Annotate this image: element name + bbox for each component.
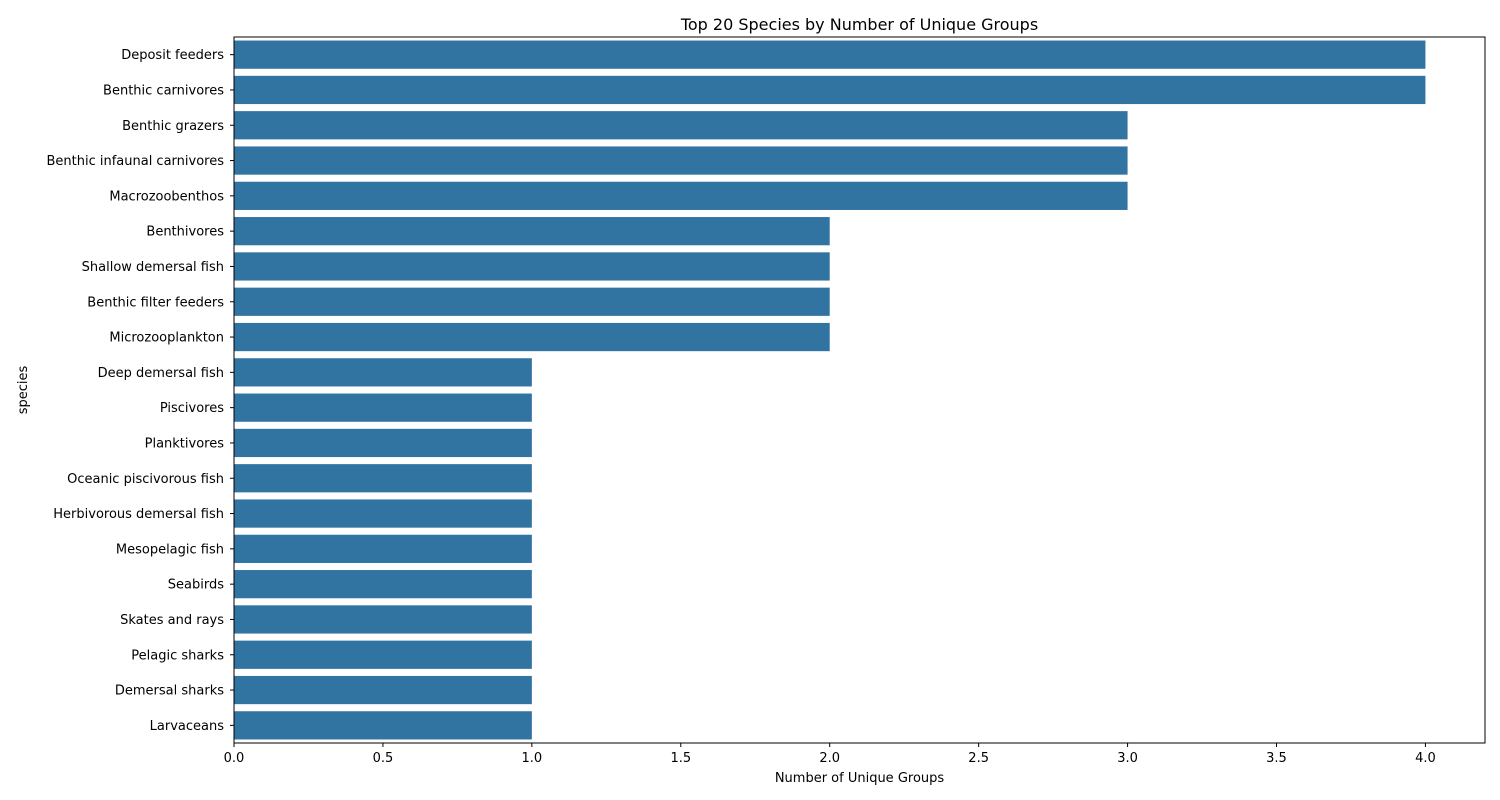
y-tick-label: Pelagic sharks [131, 648, 224, 663]
x-tick-label: 1.0 [522, 751, 543, 766]
bar [234, 287, 830, 316]
y-tick-label: Herbivorous demersal fish [53, 507, 224, 522]
y-tick-label: Deep demersal fish [98, 366, 224, 381]
x-tick-label: 0.0 [224, 751, 245, 766]
y-tick-label: Skates and rays [120, 613, 224, 628]
y-tick-label: Shallow demersal fish [82, 260, 224, 275]
y-tick-label: Demersal sharks [115, 684, 224, 699]
y-tick-label: Planktivores [145, 436, 225, 451]
bar [234, 217, 830, 246]
y-tick-label: Larvaceans [150, 719, 225, 734]
x-axis-title: Number of Unique Groups [775, 771, 945, 786]
x-tick-label: 3.5 [1266, 751, 1287, 766]
bar [234, 711, 532, 740]
x-axis-ticks: 0.0 0.5 1.0 1.5 2.0 2.5 3.0 3.5 4.0 [224, 743, 1436, 766]
y-tick-label: Mesopelagic fish [116, 542, 224, 557]
bar [234, 640, 532, 669]
y-tick-label: Benthivores [146, 225, 224, 240]
bar [234, 322, 830, 352]
y-tick-label: Oceanic piscivorous fish [67, 472, 224, 487]
bar [234, 75, 1426, 105]
y-tick-label: Deposit feeders [121, 48, 224, 63]
bar [234, 675, 532, 705]
chart-title: Top 20 Species by Number of Unique Group… [680, 15, 1038, 34]
bar [234, 393, 532, 422]
bar [234, 111, 1128, 140]
plot-frame [233, 36, 1486, 744]
y-tick-label: Benthic grazers [122, 119, 224, 134]
bar [234, 181, 1128, 210]
y-tick-label: Piscivores [160, 401, 224, 416]
y-tick-label: Benthic carnivores [103, 83, 224, 98]
bar [234, 428, 532, 458]
x-tick-label: 1.5 [670, 751, 691, 766]
x-tick-label: 3.0 [1117, 751, 1138, 766]
bar [234, 252, 830, 281]
x-tick-label: 2.0 [819, 751, 840, 766]
bar [234, 570, 532, 599]
bar [234, 464, 532, 493]
x-tick-label: 2.5 [968, 751, 989, 766]
y-tick-label: Macrozoobenthos [109, 189, 224, 204]
bar [234, 534, 532, 563]
bar [234, 499, 532, 528]
bar [234, 605, 532, 634]
y-tick-label: Benthic infaunal carnivores [46, 154, 224, 169]
x-tick-label: 4.0 [1415, 751, 1436, 766]
y-tick-label: Benthic filter feeders [87, 295, 224, 310]
y-tick-label: Microzooplankton [109, 331, 224, 346]
y-tick-label: Seabirds [168, 578, 224, 593]
bar [234, 40, 1426, 69]
y-axis-title: species [16, 366, 31, 415]
y-axis-ticks: Deposit feeders Benthic carnivores Benthic… [46, 48, 234, 734]
x-tick-label: 0.5 [373, 751, 394, 766]
bar [234, 358, 532, 387]
bars-group [234, 40, 1426, 740]
bar [234, 146, 1128, 175]
